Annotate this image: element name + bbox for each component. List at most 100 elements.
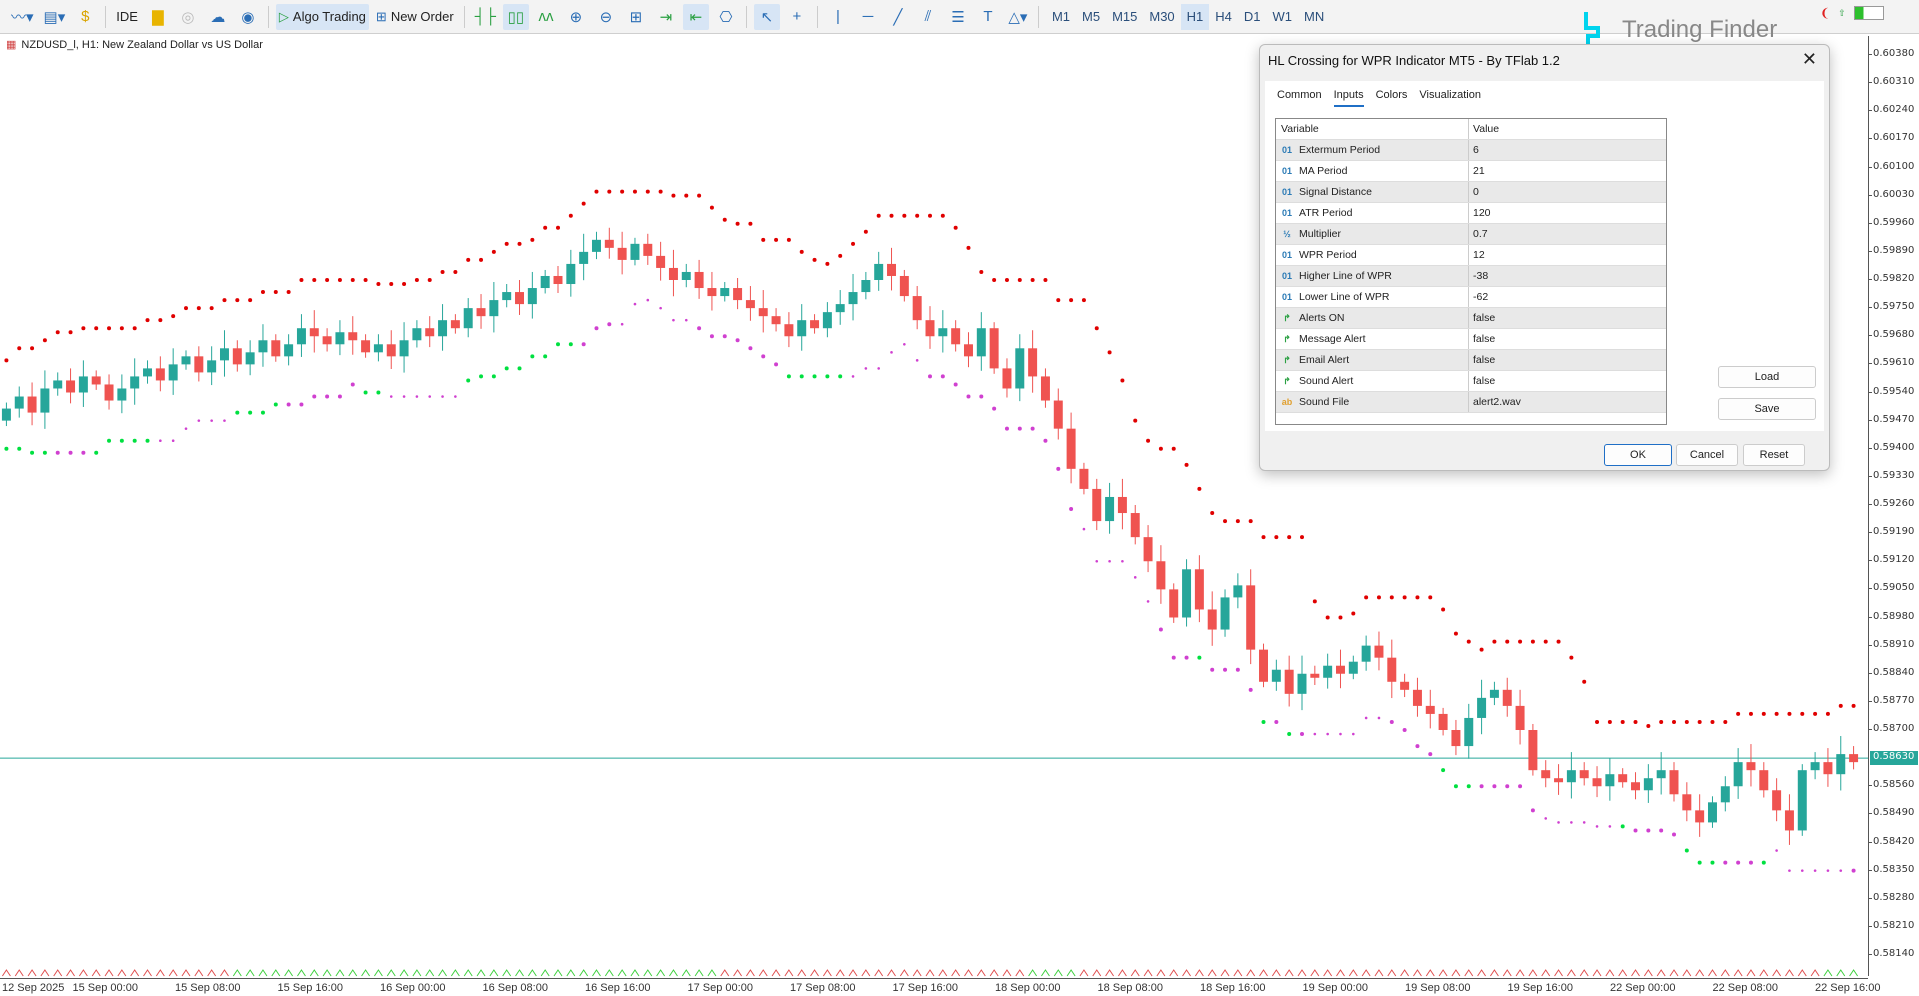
chart-shift-icon[interactable]: ⇤: [682, 3, 709, 30]
timeframe-h4[interactable]: H4: [1215, 9, 1232, 24]
timeframe-m5[interactable]: M5: [1082, 9, 1101, 24]
support-dot: [1095, 559, 1099, 563]
table-row[interactable]: ab Sound File alert2.wav: [1276, 392, 1666, 413]
value-cell[interactable]: alert2.wav: [1473, 396, 1521, 408]
timeframe-m15[interactable]: M15: [1112, 9, 1138, 24]
vps-icon[interactable]: ◉: [241, 8, 255, 26]
table-row[interactable]: ↱ Message Alert false: [1276, 329, 1666, 350]
candlestick-icon[interactable]: ▯▯: [502, 3, 529, 30]
signal-marker: [1836, 969, 1846, 977]
table-row[interactable]: 01 ATR Period 120: [1276, 203, 1666, 224]
price-label: 0.59470: [1867, 413, 1915, 425]
support-dot: [415, 395, 419, 398]
tab-visualization[interactable]: Visualization: [1419, 89, 1481, 101]
tile-windows-icon[interactable]: ⊞: [629, 8, 643, 26]
table-row[interactable]: ↱ Alerts ON false: [1276, 308, 1666, 329]
tab-inputs[interactable]: Inputs: [1333, 89, 1364, 107]
new-order-button[interactable]: ⊞ New Order: [373, 4, 457, 30]
tab-colors[interactable]: Colors: [1375, 89, 1408, 101]
value-cell[interactable]: false: [1473, 354, 1496, 366]
table-row[interactable]: 01 MA Period 21: [1276, 161, 1666, 182]
ok-button[interactable]: OK: [1604, 444, 1672, 466]
shopping-bag-icon[interactable]: ▇: [152, 8, 164, 26]
candle: [912, 296, 922, 321]
signal-marker: [1631, 969, 1640, 977]
close-icon[interactable]: ✕: [1801, 49, 1817, 69]
timeframe-w1[interactable]: W1: [1272, 9, 1293, 24]
value-cell[interactable]: false: [1473, 375, 1496, 387]
signal-marker: [1464, 969, 1474, 977]
reset-button[interactable]: Reset: [1743, 444, 1805, 466]
signal-icon[interactable]: ◎: [181, 8, 195, 26]
line-chart-icon[interactable]: 〰▾: [11, 9, 34, 26]
cursor-icon[interactable]: ↖: [753, 3, 780, 30]
value-cell[interactable]: 0: [1473, 186, 1479, 198]
support-dot: [1748, 860, 1753, 865]
zoom-in-icon[interactable]: ⊕: [569, 8, 583, 26]
timeframe-d1[interactable]: D1: [1243, 9, 1261, 24]
cloud-icon[interactable]: ☁: [210, 8, 226, 26]
price-chart[interactable]: [0, 36, 1868, 978]
channel-icon[interactable]: ⫽: [924, 8, 932, 25]
timeframe-h1[interactable]: H1: [1180, 3, 1210, 30]
vertical-line-icon[interactable]: |: [835, 8, 840, 25]
signal-marker: [463, 969, 473, 977]
value-cell[interactable]: 0.7: [1473, 228, 1488, 240]
value-cell[interactable]: -62: [1473, 291, 1489, 303]
candle: [181, 356, 191, 365]
string-icon: ab: [1281, 397, 1293, 407]
dollar-icon[interactable]: $: [81, 8, 90, 25]
table-row[interactable]: ½ Multiplier 0.7: [1276, 224, 1666, 245]
fibonacci-icon[interactable]: ☰: [951, 8, 965, 26]
text-icon[interactable]: T: [983, 8, 993, 25]
signal-marker: [348, 969, 358, 977]
crosshair-icon[interactable]: +: [792, 8, 802, 25]
value-cell[interactable]: 12: [1473, 249, 1485, 261]
signal-marker: [232, 969, 242, 977]
table-row[interactable]: 01 Extermum Period 6: [1276, 140, 1666, 161]
resistance-dot: [1261, 535, 1266, 540]
signal-marker: [155, 969, 165, 977]
table-row[interactable]: 01 Higher Line of WPR -38: [1276, 266, 1666, 287]
timeframe-m1[interactable]: M1: [1051, 9, 1070, 24]
resistance-dot: [722, 217, 727, 222]
price-axis[interactable]: 0.60380 0.60310 0.60240 0.60170 0.60100 0.600…: [1867, 36, 1919, 976]
table-row[interactable]: 01 Signal Distance 0: [1276, 182, 1666, 203]
autoscroll-icon[interactable]: ⇥: [659, 8, 673, 26]
value-cell[interactable]: false: [1473, 333, 1496, 345]
support-dot: [42, 450, 47, 455]
value-cell[interactable]: 120: [1473, 207, 1491, 219]
value-cell[interactable]: 6: [1473, 144, 1479, 156]
candle: [630, 243, 640, 260]
value-cell[interactable]: false: [1473, 312, 1496, 324]
tab-common[interactable]: Common: [1277, 89, 1322, 101]
load-button[interactable]: Load: [1718, 366, 1816, 388]
table-row[interactable]: ↱ Email Alert false: [1276, 350, 1666, 371]
trendline-icon[interactable]: ╱: [893, 8, 903, 26]
ide-button[interactable]: IDE: [116, 9, 138, 24]
table-row[interactable]: 01 Lower Line of WPR -62: [1276, 287, 1666, 308]
save-button[interactable]: Save: [1718, 398, 1816, 420]
support-dot: [1544, 817, 1548, 820]
timeframe-m30[interactable]: M30: [1149, 9, 1175, 24]
time-label: 17 Sep 16:00: [892, 982, 958, 994]
cancel-button[interactable]: Cancel: [1676, 444, 1738, 466]
table-row[interactable]: ↱ Sound Alert false: [1276, 371, 1666, 392]
table-row[interactable]: 01 WPR Period 12: [1276, 245, 1666, 266]
candle: [745, 300, 755, 309]
zoom-out-icon[interactable]: ⊖: [599, 8, 613, 26]
value-cell[interactable]: -38: [1473, 270, 1489, 282]
shapes-icon[interactable]: △▾: [1008, 8, 1028, 26]
value-cell[interactable]: 21: [1473, 165, 1485, 177]
candle: [1066, 428, 1076, 469]
horizontal-line-icon[interactable]: ─: [862, 8, 874, 25]
candle: [386, 344, 396, 357]
timeframe-mn[interactable]: MN: [1304, 9, 1325, 24]
time-axis[interactable]: 12 Sep 2025 15 Sep 00:00 15 Sep 08:00 15 Se…: [0, 978, 1880, 996]
chart-template-icon[interactable]: ▤▾: [43, 8, 66, 26]
screenshot-icon[interactable]: ⎔: [719, 8, 733, 26]
line-icon[interactable]: ʌʌ: [538, 8, 554, 25]
signal-marker: [1682, 969, 1692, 977]
algo-trading-button[interactable]: ▷ Algo Trading: [275, 3, 369, 30]
bar-chart-icon[interactable]: ┤├: [474, 8, 496, 25]
